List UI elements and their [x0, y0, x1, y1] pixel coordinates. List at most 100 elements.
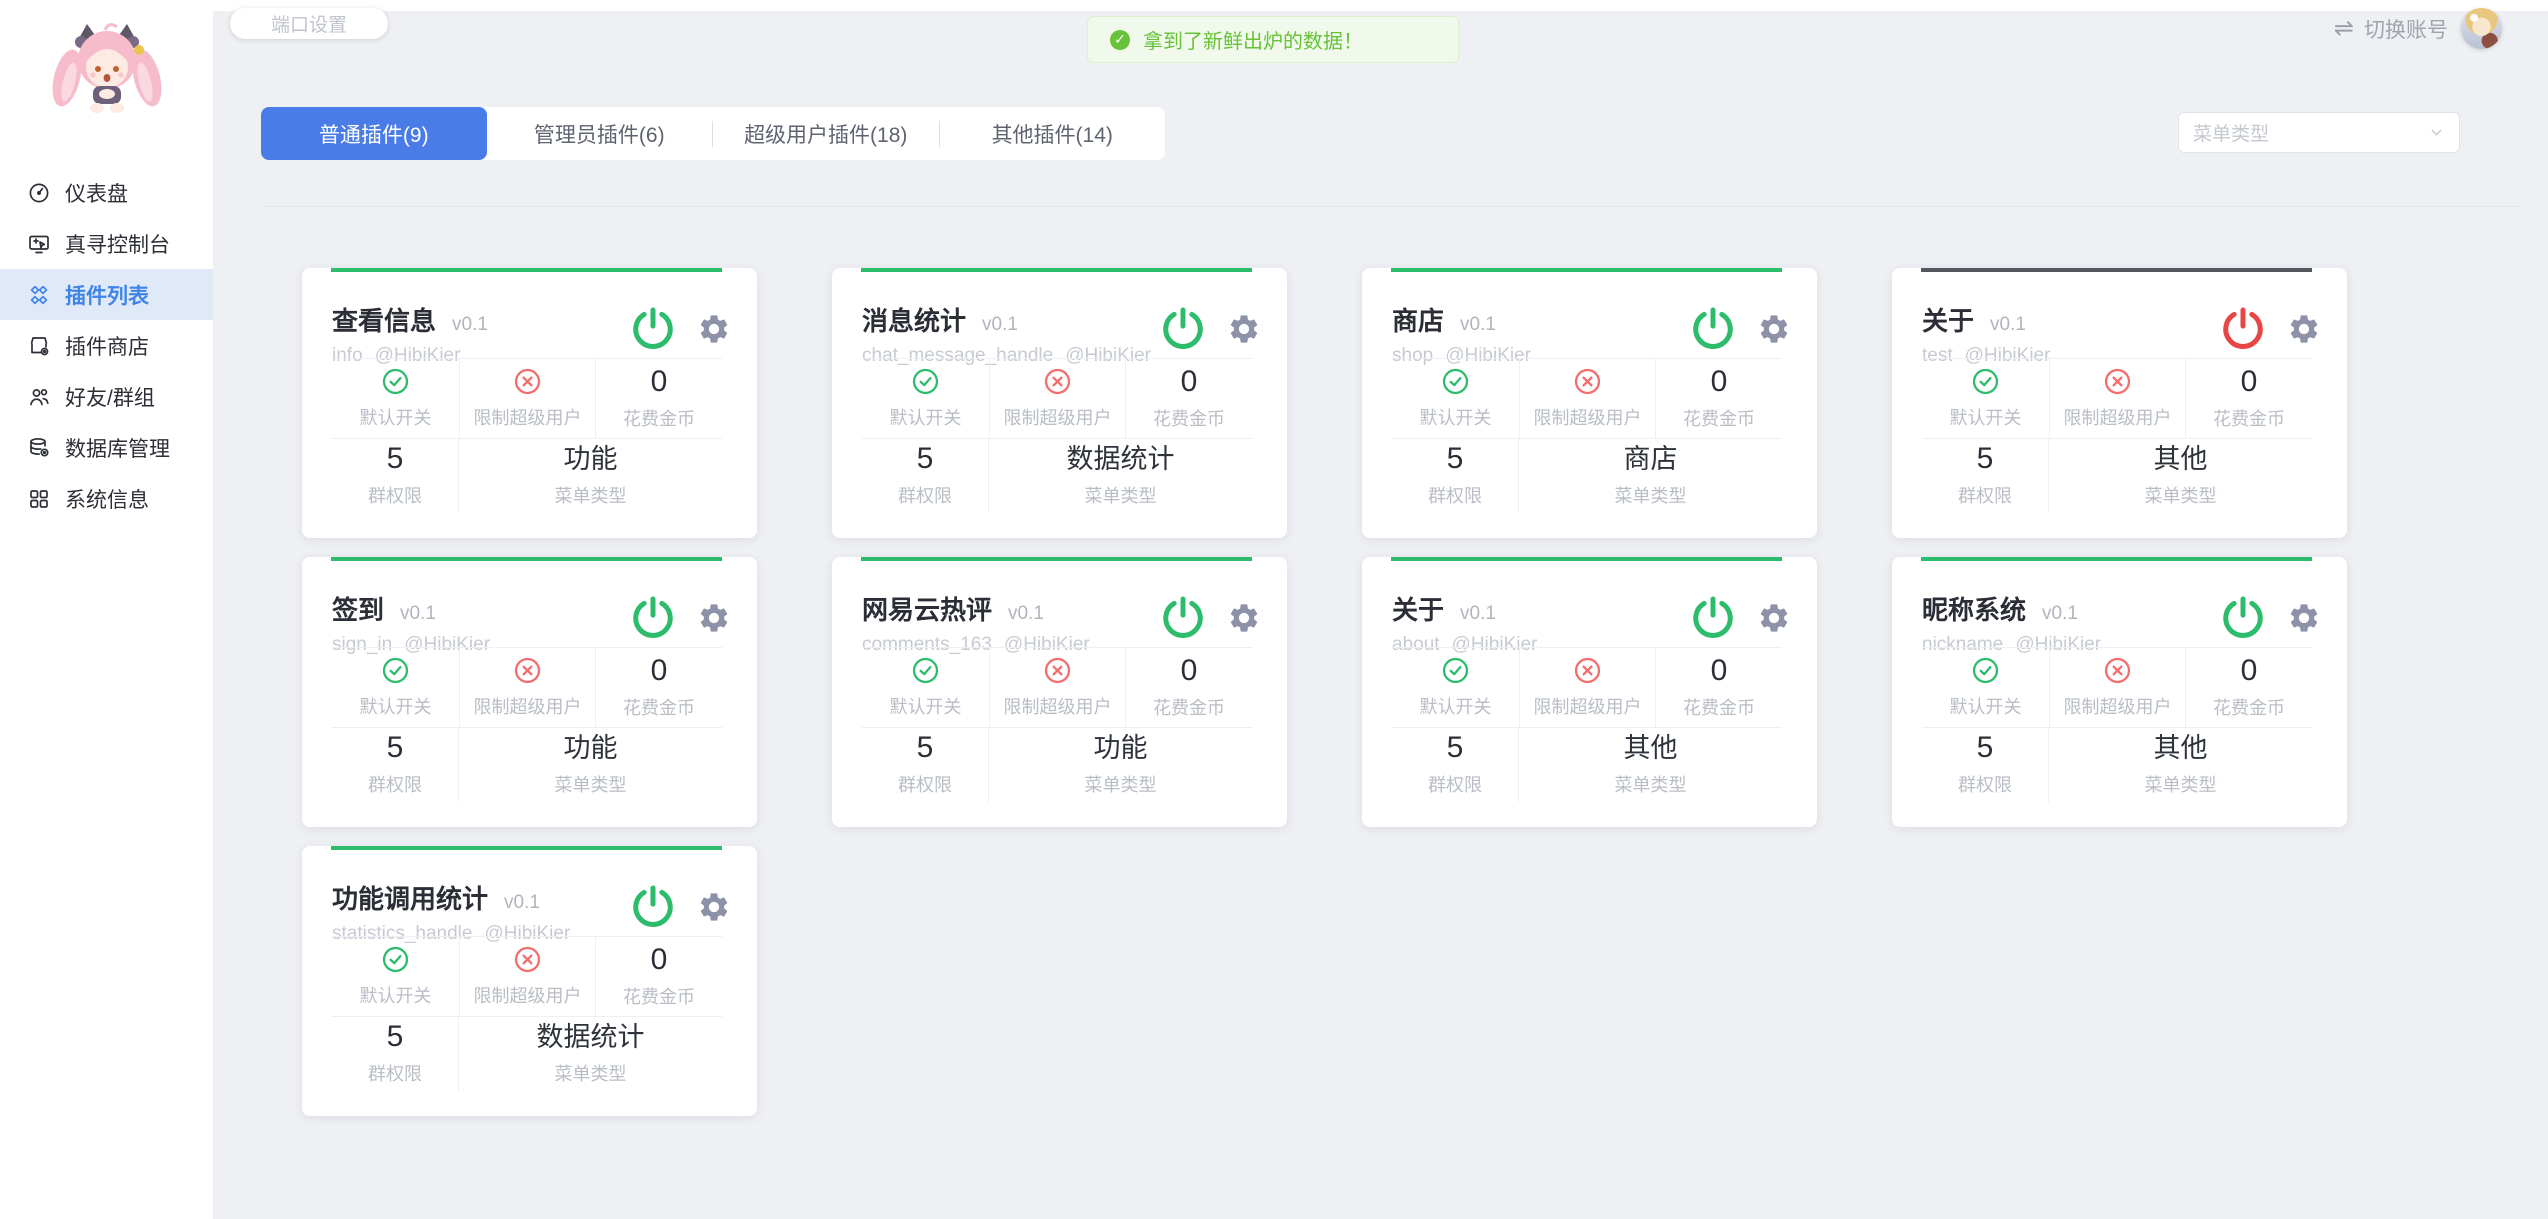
cost-gold-value: 0: [650, 364, 668, 398]
stat-label: 群权限: [368, 486, 422, 506]
stat-label: 限制超级用户: [1003, 697, 1112, 717]
menu-type-stat: 数据统计 菜单类型: [989, 439, 1252, 513]
plugin-title: 网易云热评: [862, 595, 993, 625]
sidebar-item-dashboard[interactable]: 仪表盘: [0, 167, 213, 218]
stat-label: 群权限: [1958, 486, 2012, 506]
stat-label: 默认开关: [1419, 408, 1492, 428]
plugin-title: 签到: [332, 595, 385, 625]
plugin-author: @HibiKier: [484, 923, 571, 944]
power-toggle-button[interactable]: [1160, 594, 1206, 640]
plugin-author: @HibiKier: [374, 345, 461, 366]
menu-type-stat: 功能 菜单类型: [459, 728, 722, 802]
stat-label: 花费金币: [2213, 697, 2285, 718]
switch-account-control[interactable]: ⇌ 切换账号: [2334, 8, 2502, 49]
user-avatar[interactable]: [2461, 8, 2502, 49]
tab-other-plugins[interactable]: 其他插件(14): [991, 123, 1113, 147]
power-toggle-button[interactable]: [2220, 594, 2266, 640]
stat-label: 菜单类型: [554, 775, 627, 795]
plugin-author: @HibiKier: [1445, 345, 1532, 366]
x-circle-icon: [513, 945, 542, 974]
card-header: 消息统计 v0.1 chat_message_handle @HibiKier: [862, 301, 1151, 367]
gear-settings-icon[interactable]: [2287, 601, 2321, 635]
sidebar-item-friends-groups[interactable]: 好友/群组: [0, 371, 213, 422]
group-permission-stat: 5 群权限: [862, 728, 989, 802]
gear-settings-icon[interactable]: [1757, 601, 1791, 635]
plugin-card: 查看信息 v0.1 info @HibiKier: [302, 268, 757, 538]
sidebar-item-database[interactable]: 数据库管理: [0, 422, 213, 473]
stat-label: 菜单类型: [554, 486, 627, 506]
plugin-author: @HibiKier: [404, 634, 491, 655]
plugin-author: @HibiKier: [1451, 634, 1538, 655]
x-circle-icon: [1043, 367, 1072, 396]
stat-label: 花费金币: [1683, 697, 1755, 718]
power-toggle-button[interactable]: [630, 305, 676, 351]
card-header: 网易云热评 v0.1 comments_163 @HibiKier: [862, 590, 1090, 656]
cost-gold-value: 0: [1710, 653, 1728, 687]
stat-label: 默认开关: [359, 986, 432, 1006]
plugin-version: v0.1: [504, 892, 540, 913]
stat-label: 群权限: [368, 1064, 422, 1084]
menu-type-select[interactable]: 菜单类型: [2178, 112, 2460, 153]
menu-type-value: 功能: [563, 733, 618, 763]
tab-superuser-plugins[interactable]: 超级用户插件(18): [744, 123, 908, 147]
cost-gold-value: 0: [650, 653, 668, 687]
gear-settings-icon[interactable]: [697, 312, 731, 346]
plugin-card: 昵称系统 v0.1 nickname @HibiKier: [1892, 557, 2347, 827]
stat-label: 菜单类型: [1614, 486, 1687, 506]
power-toggle-button[interactable]: [1160, 305, 1206, 351]
sidebar-item-console[interactable]: 真寻控制台: [0, 218, 213, 269]
sidebar-nav: 仪表盘 真寻控制台 插件列表: [0, 167, 213, 524]
switch-account-label: 切换账号: [2364, 18, 2448, 42]
default-switch-stat: 默认开关: [332, 359, 459, 438]
power-toggle-button[interactable]: [2220, 305, 2266, 351]
limit-superuser-stat: 限制超级用户: [1519, 648, 1655, 727]
group-permission-stat: 5 群权限: [1922, 728, 2049, 802]
menu-type-value: 数据统计: [536, 1022, 645, 1052]
sidebar-item-label: 插件商店: [65, 335, 149, 359]
stat-label: 限制超级用户: [1533, 697, 1642, 717]
gear-settings-icon[interactable]: [697, 890, 731, 924]
card-status-topline: [331, 268, 722, 272]
sidebar-item-system-info[interactable]: 系统信息: [0, 473, 213, 524]
gear-settings-icon[interactable]: [1227, 312, 1261, 346]
gear-settings-icon[interactable]: [1757, 312, 1791, 346]
check-circle-icon: [911, 656, 940, 685]
sidebar-item-plugin-list[interactable]: 插件列表: [0, 269, 213, 320]
cost-gold-value: 0: [1180, 653, 1198, 687]
gear-settings-icon[interactable]: [697, 601, 731, 635]
check-circle-icon: [1441, 656, 1470, 685]
cost-gold-stat: 0 花费金币: [2185, 359, 2312, 438]
sidebar-item-label: 数据库管理: [65, 437, 170, 461]
cost-gold-stat: 0 花费金币: [2185, 648, 2312, 727]
sidebar-item-label: 仪表盘: [65, 182, 128, 206]
stat-label: 花费金币: [623, 697, 695, 718]
gear-settings-icon[interactable]: [1227, 601, 1261, 635]
gear-settings-icon[interactable]: [2287, 312, 2321, 346]
stat-label: 菜单类型: [1084, 486, 1157, 506]
group-permission-stat: 5 群权限: [1392, 728, 1519, 802]
power-toggle-button[interactable]: [630, 883, 676, 929]
port-settings-button[interactable]: 端口设置: [230, 8, 388, 39]
limit-superuser-stat: 限制超级用户: [1519, 359, 1655, 438]
group-permission-stat: 5 群权限: [862, 439, 989, 513]
group-permission-value: 5: [916, 731, 934, 764]
cost-gold-stat: 0 花费金币: [595, 359, 722, 438]
system-grid-icon: [27, 487, 51, 511]
power-toggle-button[interactable]: [630, 594, 676, 640]
group-permission-value: 5: [1446, 442, 1464, 475]
stat-label: 菜单类型: [1084, 775, 1157, 795]
power-toggle-button[interactable]: [1690, 305, 1736, 351]
tab-admin-plugins[interactable]: 管理员插件(6): [533, 123, 665, 147]
card-status-topline: [1921, 268, 2312, 272]
stat-label: 花费金币: [1153, 697, 1225, 718]
cost-gold-value: 0: [650, 942, 668, 976]
content-divider: [261, 206, 2520, 207]
stat-label: 菜单类型: [2144, 775, 2217, 795]
tab-normal-plugins[interactable]: 普通插件(9): [261, 107, 487, 160]
stat-label: 菜单类型: [2144, 486, 2217, 506]
plugin-card: 消息统计 v0.1 chat_message_handle @HibiKier: [832, 268, 1287, 538]
plugin-card: 网易云热评 v0.1 comments_163 @HibiKier: [832, 557, 1287, 827]
sidebar-item-plugin-store[interactable]: 插件商店: [0, 320, 213, 371]
power-toggle-button[interactable]: [1690, 594, 1736, 640]
top-strip: [213, 0, 2548, 11]
